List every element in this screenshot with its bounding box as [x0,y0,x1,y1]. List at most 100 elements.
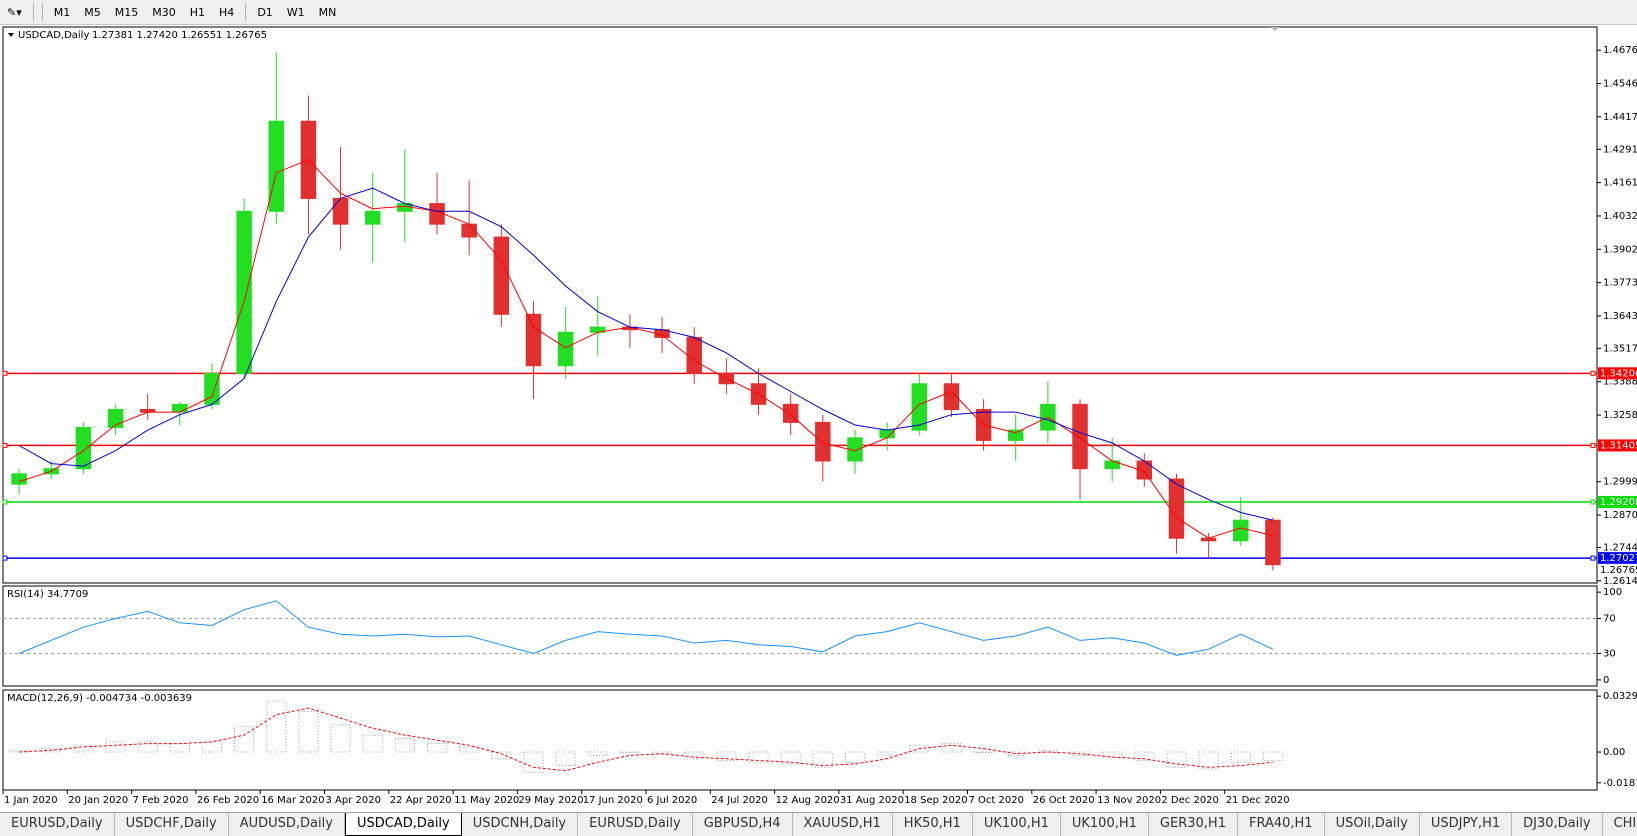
rsi-panel [2,585,1598,687]
chart-tab[interactable]: UK100,H1 [1061,813,1149,836]
y-tick-label: 0.00 [1603,747,1625,758]
level-label-box [1598,367,1637,380]
current-price-label: 1.26765 [1600,565,1637,576]
chart-tab[interactable]: GBPUSD,H4 [693,813,793,836]
macd-bar [1230,751,1251,763]
level-label: 1.34206 [1600,368,1637,379]
chart-tab[interactable]: HK50,H1 [893,813,973,836]
timeframe-button[interactable]: M30 [152,5,176,19]
macd-bar [619,751,641,754]
timeframe-button[interactable]: W1 [286,5,305,19]
macd-bar [555,751,576,767]
timeframe-button[interactable]: H4 [219,5,235,19]
level-handle [2,370,8,376]
timeframe-button[interactable]: H1 [189,5,206,19]
macd-bar [1262,751,1284,762]
macd-bar [362,734,383,753]
macd-bar [73,744,94,753]
y-tick-label: 30 [1603,649,1616,660]
level-handle [1590,499,1596,505]
timeframe-button[interactable]: D1 [257,5,273,19]
x-tick-label: 11 May 2020 [454,795,519,806]
macd-bar [716,751,737,762]
y-tick-label: 0.032972 [1603,691,1637,702]
separator [245,3,247,21]
macd-bar [459,746,480,753]
y-tick-label: 1.29995 [1603,477,1637,488]
chart-tab[interactable]: USOil,Daily [1325,813,1420,836]
macd-bar [523,751,544,773]
chart-tab[interactable]: EURUSD,Daily [578,813,693,836]
chart-tab[interactable]: USDCAD,Daily [344,813,462,836]
chart-tab[interactable]: USDJPY,H1 [1420,813,1513,836]
macd-bar [876,751,898,756]
y-tick-label: 1.39025 [1603,244,1637,255]
chart-tab[interactable]: USDCHF,Daily [115,813,229,836]
chart-tab[interactable]: FRA40,H1 [1238,813,1325,836]
macd-bar [266,700,287,753]
rsi-title: RSI(14) 34.7709 [7,589,88,600]
y-tick-label: 1.33880 [1603,377,1637,388]
candle-body [493,236,510,315]
x-tick-label: 29 May 2020 [518,795,583,806]
y-tick-label: 1.35175 [1603,343,1637,354]
macd-signal [19,707,1273,772]
level-label: 1.29208 [1600,497,1637,508]
macd-bar [587,751,608,756]
y-tick-label: 1.45465 [1603,79,1637,90]
chart-tab[interactable]: USDCNH,Daily [462,813,579,836]
chart-tab[interactable]: AUDUSD,Daily [229,813,345,836]
macd-bar [1134,751,1155,762]
chart-tab[interactable]: CHINA300,H1 [1603,813,1637,836]
level-label: 1.27027 [1600,553,1637,564]
separator [32,3,34,21]
macd-panel [2,689,1598,791]
chart-tab[interactable]: GER30,H1 [1149,813,1238,836]
x-tick-label: 24 Jul 2020 [711,795,768,806]
chart-tab[interactable]: DJ30,Daily [1512,813,1603,836]
macd-bar [812,751,833,768]
candle-body [1265,519,1281,566]
candle-body [911,383,928,431]
timeframe-button[interactable]: M15 [114,5,139,19]
timeframe-button[interactable]: M5 [84,5,101,19]
chart-tab[interactable]: UK100,H1 [973,813,1061,836]
macd-bar [684,751,705,760]
x-tick-label: 2 Dec 2020 [1161,795,1219,806]
macd-bar [201,741,223,753]
level-handle [2,555,8,561]
macd-bar [105,741,126,753]
candle-body [1168,478,1185,539]
macd-bar [941,743,962,753]
drawing-tool[interactable]: ✎▾ [7,5,22,19]
y-tick-label: 1.26145 [1603,576,1637,587]
candle-body [461,223,477,238]
x-tick-label: 22 Apr 2020 [390,795,452,806]
macd-bar [8,749,30,753]
candle-body [1007,429,1024,441]
candle-body [1233,519,1249,542]
level-handle [2,442,8,448]
candle-body [815,421,831,462]
x-tick-label: 26 Feb 2020 [197,795,259,806]
level-handle [1590,442,1596,448]
chart-tab[interactable]: EURUSD,Daily [0,813,115,836]
x-tick-label: 18 Sep 2020 [904,795,967,806]
y-tick-label: 1.36435 [1603,311,1637,322]
collapse-icon[interactable] [8,33,14,37]
candle-body [268,120,285,212]
y-tick-label: 1.46760 [1603,45,1637,56]
y-tick-label: 1.41615 [1603,178,1637,189]
chart-tab[interactable]: XAUUSD,H1 [793,813,893,836]
level-handle [2,499,8,505]
x-tick-label: 20 Jan 2020 [68,795,128,806]
macd-bar [780,751,801,765]
rsi-line [18,600,1274,656]
macd-bar [1005,751,1026,756]
symbol-title: USDCAD,Daily [18,30,89,41]
timeframe-button[interactable]: M1 [53,5,71,19]
tab-bar: EURUSD,Daily USDCHF,Daily AUDUSD,Daily USDC… [0,812,1637,836]
y-tick-label: 1.28700 [1603,510,1637,521]
timeframe-button[interactable]: MN [318,5,337,19]
chart-window: USDCAD,Daily 1.27381 1.27420 1.26551 1.2… [2,26,1637,806]
